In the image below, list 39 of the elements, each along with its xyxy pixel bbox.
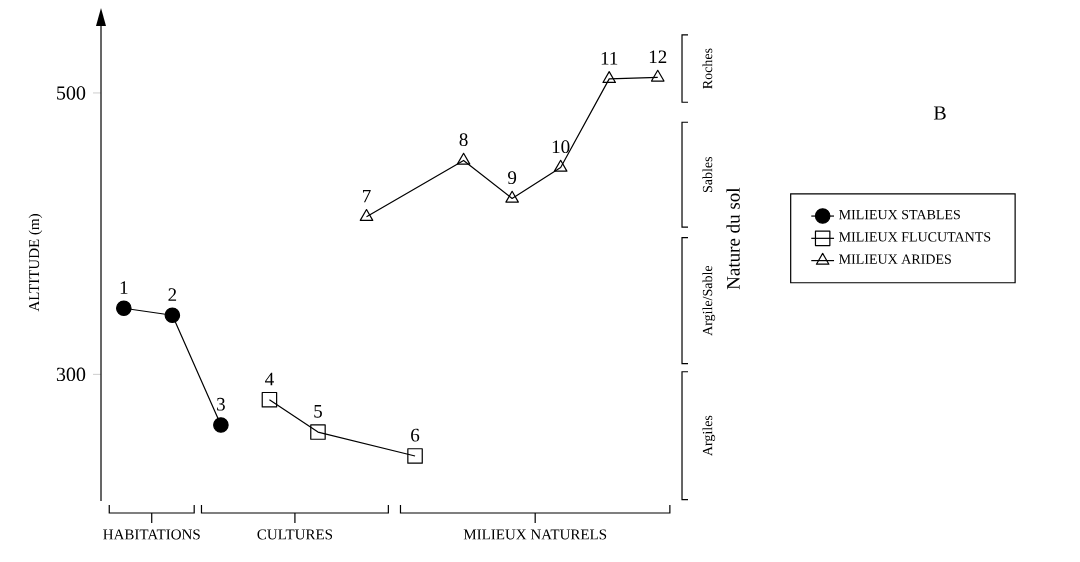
x-tick-label: 12 xyxy=(649,50,667,64)
text: HABITATIONS xyxy=(103,529,200,540)
text: MILIEUX NATURELS xyxy=(463,529,607,540)
y-tick-label: 500 xyxy=(57,86,86,100)
y-axis-title: ALTITUDE (m) xyxy=(28,214,43,312)
x-tick-label: 5 xyxy=(314,405,322,418)
legend-label: MILIEUX ARIDES xyxy=(839,254,951,264)
x-tick-label: 7 xyxy=(363,189,371,203)
point xyxy=(261,391,278,408)
x-tick-label: 11 xyxy=(601,51,618,65)
text: B xyxy=(933,106,946,120)
point xyxy=(553,159,568,172)
x-tick-label: 1 xyxy=(120,281,128,294)
text: Nature du sol xyxy=(726,187,740,290)
point xyxy=(407,448,423,464)
x-tick-label: 3 xyxy=(217,397,225,411)
y-tick-label: 300 xyxy=(56,367,86,382)
legend-label: MILIEUX STABLES xyxy=(839,209,960,220)
point xyxy=(310,424,326,440)
point xyxy=(359,208,374,221)
point xyxy=(505,190,519,203)
x-tick-label: 9 xyxy=(508,171,517,185)
point xyxy=(164,307,181,324)
text: Argile/Sable xyxy=(702,265,716,336)
legend-label: MILIEUX FLUCUTANTS xyxy=(839,232,991,242)
point xyxy=(650,69,665,82)
text: Argiles xyxy=(702,415,716,457)
x-tick-label: 2 xyxy=(168,288,177,301)
point xyxy=(213,417,229,433)
x-tick-label: 6 xyxy=(411,428,420,442)
point xyxy=(116,300,132,317)
text: Roches xyxy=(702,48,713,89)
x-tick-label: 8 xyxy=(459,133,468,147)
text: Sables xyxy=(702,156,713,193)
text: CULTURES xyxy=(257,529,333,540)
point xyxy=(456,152,471,165)
x-tick-label: 4 xyxy=(265,372,274,386)
x-tick-label: 10 xyxy=(552,140,570,154)
point xyxy=(602,71,617,84)
